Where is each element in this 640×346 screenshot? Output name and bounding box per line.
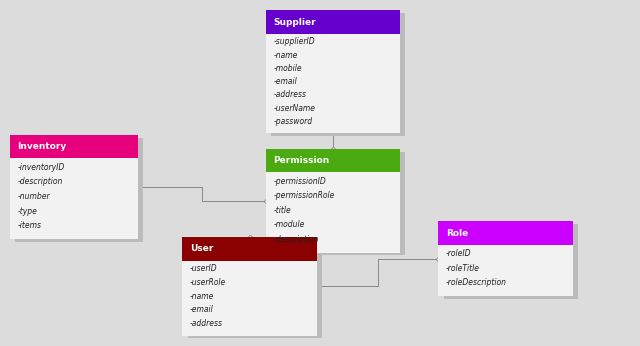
Text: -module: -module <box>273 220 305 229</box>
Text: -roleTitle: -roleTitle <box>446 264 480 273</box>
Text: -email: -email <box>190 305 214 314</box>
FancyBboxPatch shape <box>266 172 400 253</box>
Text: -email: -email <box>273 77 297 86</box>
Text: -userID: -userID <box>190 264 218 273</box>
FancyBboxPatch shape <box>182 237 317 261</box>
Text: -supplierID: -supplierID <box>273 37 315 46</box>
Text: -permissionID: -permissionID <box>273 176 326 185</box>
FancyBboxPatch shape <box>266 10 400 34</box>
Text: -roleDescription: -roleDescription <box>446 278 507 287</box>
Text: -userRole: -userRole <box>190 278 227 287</box>
Text: -description: -description <box>17 177 63 186</box>
Text: -inventoryID: -inventoryID <box>17 163 65 172</box>
Text: User: User <box>190 244 214 253</box>
Text: -number: -number <box>17 192 50 201</box>
FancyBboxPatch shape <box>10 158 138 239</box>
Text: -name: -name <box>273 51 298 60</box>
Text: -password: -password <box>273 117 312 126</box>
Text: -mobile: -mobile <box>273 64 302 73</box>
FancyBboxPatch shape <box>271 152 405 255</box>
Text: -address: -address <box>273 90 307 99</box>
Text: -name: -name <box>190 292 214 301</box>
FancyBboxPatch shape <box>10 135 138 158</box>
FancyBboxPatch shape <box>266 149 400 172</box>
Text: -description: -description <box>273 235 319 244</box>
Text: -type: -type <box>17 207 37 216</box>
Text: -roleID: -roleID <box>446 249 472 258</box>
Text: Permission: Permission <box>273 156 330 165</box>
FancyBboxPatch shape <box>15 138 143 242</box>
Text: -address: -address <box>190 319 223 328</box>
Text: -items: -items <box>17 221 41 230</box>
Text: -permissionRole: -permissionRole <box>273 191 335 200</box>
FancyBboxPatch shape <box>444 224 578 299</box>
FancyBboxPatch shape <box>438 221 573 245</box>
Text: Supplier: Supplier <box>273 18 316 27</box>
Text: -userName: -userName <box>273 103 316 112</box>
FancyBboxPatch shape <box>188 240 322 338</box>
Text: Role: Role <box>446 229 468 238</box>
FancyBboxPatch shape <box>182 261 317 336</box>
FancyBboxPatch shape <box>271 13 405 136</box>
FancyBboxPatch shape <box>266 34 400 133</box>
Text: Inventory: Inventory <box>17 142 67 151</box>
FancyBboxPatch shape <box>438 245 573 296</box>
Text: -title: -title <box>273 206 291 215</box>
